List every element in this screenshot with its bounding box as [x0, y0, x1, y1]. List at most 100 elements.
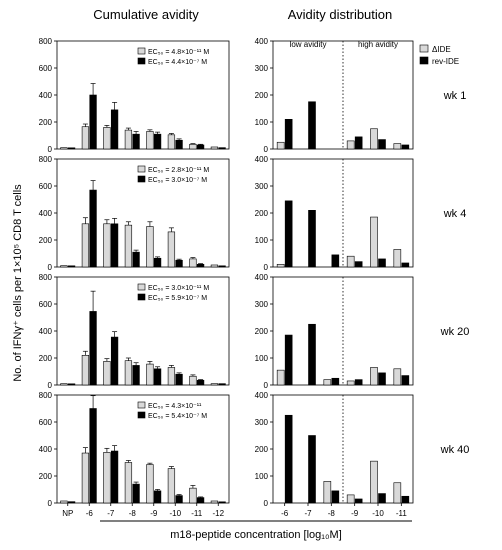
legend-delta-ide: ΔIDE — [432, 45, 451, 54]
bar-delta-ide — [393, 482, 402, 504]
cumulative-y-tick-label: 800 — [39, 37, 53, 46]
ec50-rev-ide: EC₅₀ = 4.4×10⁻⁷ M — [148, 59, 207, 66]
distribution-panel-wk-1: 0 100 200 300 400 wk 1 low avidity high avidity… — [255, 37, 467, 154]
distribution-x-tick-label: -6 — [281, 509, 289, 518]
distribution-panel-wk-20: 0 100 200 300 400 wk 20 — [255, 273, 470, 390]
bar-delta-ide — [81, 126, 90, 150]
distribution-y-tick-label: 0 — [264, 499, 269, 508]
bar-delta-ide — [189, 487, 197, 504]
legend-rev-ide: rev-IDE — [432, 57, 459, 66]
bar-delta-ide — [167, 134, 176, 150]
bar-rev-ide — [89, 408, 97, 504]
bar-delta-ide — [103, 361, 111, 386]
bar-delta-ide — [146, 464, 154, 504]
bar-delta-ide — [370, 460, 378, 504]
cumulative-y-tick-label: 400 — [39, 91, 53, 100]
distribution-panel-wk-40: 0 100 200 300 400 wk 40 — [255, 391, 470, 508]
bar-rev-ide — [110, 450, 119, 504]
header-cumulative-avidity: Cumulative avidity — [93, 7, 199, 22]
distribution-y-tick-label: 300 — [255, 300, 269, 309]
bar-rev-ide — [132, 133, 140, 150]
bar-rev-ide — [284, 334, 293, 386]
distribution-x-tick-label: -11 — [396, 509, 408, 518]
bar-rev-ide — [89, 311, 97, 386]
cumulative-x-tick-label: -8 — [129, 509, 137, 518]
bar-delta-ide — [167, 231, 176, 268]
distribution-x-tick-label: -9 — [351, 509, 359, 518]
bar-delta-ide — [60, 265, 68, 268]
ec50-delta-ide: EC₅₀ = 2.8×10⁻¹¹ M — [148, 167, 209, 174]
cumulative-x-tick-label: -12 — [212, 509, 224, 518]
cumulative-y-tick-label: 0 — [48, 263, 53, 272]
cumulative-y-tick-label: 400 — [39, 327, 53, 336]
cumulative-y-tick-label: 800 — [39, 273, 53, 282]
bar-rev-ide — [401, 375, 410, 386]
bar-delta-ide — [124, 129, 133, 150]
bar-rev-ide — [218, 265, 226, 268]
bar-delta-ide — [60, 147, 68, 150]
cumulative-x-tick-label: -11 — [191, 509, 203, 518]
bar-rev-ide — [175, 139, 183, 150]
week-label: wk 20 — [440, 326, 470, 338]
bar-delta-ide — [346, 380, 355, 386]
legend-swatch-delta-ide — [419, 44, 429, 53]
cumulative-panel-wk-20: 0 200 400 600 800 EC₅₀ = 3.0×10⁻¹¹ M EC₅₀ = 5.… — [39, 273, 230, 390]
week-label: wk 1 — [443, 90, 467, 102]
cumulative-y-tick-label: 0 — [48, 499, 53, 508]
cumulative-x-tick-label: -7 — [107, 509, 115, 518]
cumulative-y-tick-label: 400 — [39, 445, 53, 454]
bar-rev-ide — [175, 373, 183, 386]
ec50-rev-ide: EC₅₀ = 5.4×10⁻⁷ M — [148, 413, 207, 420]
bar-rev-ide — [110, 223, 119, 268]
bar-delta-ide — [146, 226, 154, 268]
bar-delta-ide — [393, 249, 402, 268]
bar-delta-ide — [276, 141, 285, 150]
cumulative-y-tick-label: 200 — [39, 472, 53, 481]
bar-delta-ide — [210, 383, 219, 386]
bar-rev-ide — [153, 257, 162, 268]
bar-rev-ide — [308, 210, 316, 268]
bar-delta-ide — [370, 128, 378, 150]
bar-delta-ide — [210, 146, 219, 150]
x-axis-label: m18-peptide concentration [log₁₀M] — [170, 529, 342, 541]
bar-delta-ide — [60, 500, 68, 504]
bar-delta-ide — [103, 223, 111, 268]
bar-rev-ide — [153, 133, 162, 150]
cumulative-x-tick-label: NP — [62, 509, 73, 518]
ec50-swatch-delta-ide — [137, 283, 146, 291]
bar-rev-ide — [67, 501, 76, 504]
bar-rev-ide — [67, 265, 76, 268]
bar-rev-ide — [153, 368, 162, 386]
ec50-rev-ide: EC₅₀ = 3.0×10⁻⁷ M — [148, 177, 207, 184]
cumulative-y-tick-label: 600 — [39, 64, 53, 73]
bar-delta-ide — [60, 383, 68, 386]
distribution-y-tick-label: 100 — [255, 236, 269, 245]
bar-rev-ide — [378, 258, 386, 268]
bar-delta-ide — [189, 375, 197, 386]
bar-rev-ide — [89, 189, 97, 268]
distribution-y-tick-label: 400 — [255, 391, 269, 400]
bar-rev-ide — [378, 372, 386, 386]
distribution-y-tick-label: 200 — [255, 445, 269, 454]
ec50-rev-ide: EC₅₀ = 5.9×10⁻⁷ M — [148, 295, 207, 302]
cumulative-x-tick-label: -9 — [150, 509, 158, 518]
bar-rev-ide — [378, 139, 386, 150]
bar-rev-ide — [354, 136, 363, 150]
legend-swatch-rev-ide — [419, 56, 429, 65]
bar-delta-ide — [276, 263, 285, 268]
bar-delta-ide — [146, 131, 154, 150]
cumulative-y-tick-label: 0 — [48, 145, 53, 154]
bar-rev-ide — [331, 490, 340, 504]
distribution-y-tick-label: 100 — [255, 118, 269, 127]
bar-delta-ide — [210, 500, 219, 504]
week-label: wk 40 — [440, 444, 470, 456]
bar-delta-ide — [370, 367, 378, 386]
bar-rev-ide — [331, 254, 340, 268]
bar-rev-ide — [331, 377, 340, 386]
cumulative-y-tick-label: 800 — [39, 155, 53, 164]
cumulative-panel-wk-4: 0 200 400 600 800 EC₅₀ = 2.8×10⁻¹¹ M EC₅₀ = 3.… — [39, 155, 230, 272]
bar-rev-ide — [308, 101, 316, 150]
bar-delta-ide — [189, 258, 197, 268]
distribution-y-tick-label: 200 — [255, 209, 269, 218]
cumulative-y-tick-label: 600 — [39, 182, 53, 191]
